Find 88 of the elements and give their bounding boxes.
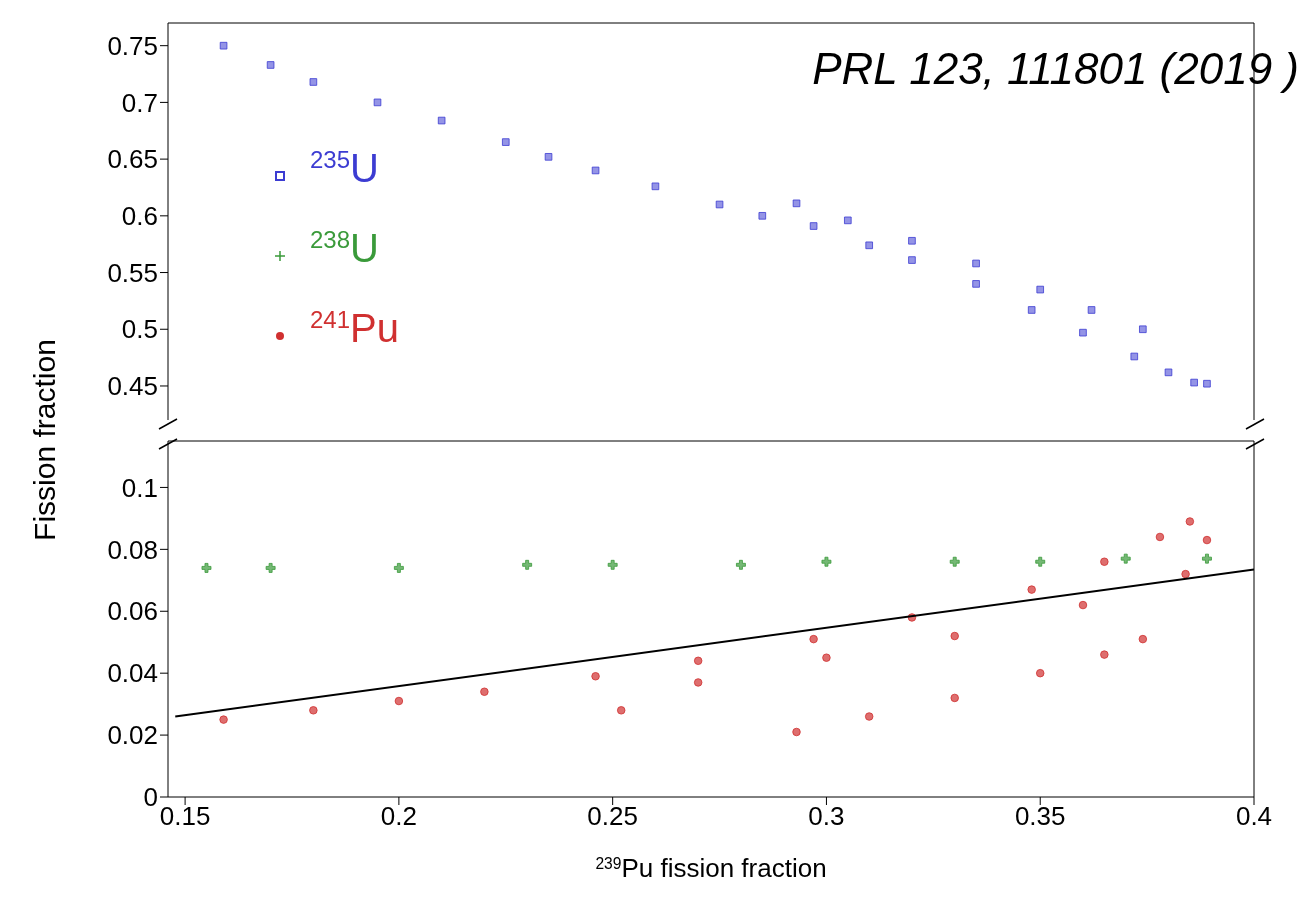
point: [758, 211, 767, 220]
point: [1201, 553, 1212, 564]
point: [1155, 532, 1165, 542]
y-tick-label: 0.04: [107, 658, 158, 689]
point: [607, 559, 618, 570]
y-tick-label: 0.08: [107, 534, 158, 565]
annotation: PRL 123, 111801 (2019 ): [812, 44, 1299, 94]
point: [1087, 306, 1096, 314]
point: [822, 653, 831, 662]
point: [693, 678, 703, 687]
y-tick-label: 0.6: [121, 201, 158, 232]
y-tick-label: 0.55: [107, 257, 158, 288]
point: [972, 280, 980, 288]
point: [864, 712, 874, 721]
point: [522, 559, 533, 570]
x-tick-label: 0.35: [1014, 801, 1066, 832]
point: [1078, 600, 1088, 610]
point: [1190, 378, 1198, 387]
y-tick-label: 0.5: [121, 314, 158, 345]
point: [1027, 306, 1036, 314]
point: [651, 182, 660, 191]
x-tick-label: 0.3: [808, 801, 845, 832]
point: [309, 78, 318, 86]
point: [972, 259, 980, 268]
point: [735, 559, 746, 570]
point: [1100, 650, 1109, 659]
y-tick-label: 0.65: [107, 144, 158, 175]
point: [1120, 553, 1131, 564]
point: [393, 562, 404, 573]
point: [843, 216, 852, 225]
point: [544, 152, 553, 161]
x-tick-label: 0.4: [1235, 801, 1273, 832]
point: [265, 562, 276, 573]
point: [1138, 634, 1148, 644]
point: [908, 236, 916, 245]
x-axis-title: $^{239}$Pu fission fraction: [595, 853, 827, 883]
point: [394, 696, 404, 706]
point: [1181, 569, 1190, 579]
y-tick-label: 0.45: [107, 371, 158, 402]
legend-label: $^{238}$U: [310, 224, 379, 272]
legend-label: $^{241}$Pu: [310, 304, 399, 352]
y-tick-label: 0.75: [107, 30, 158, 61]
y-tick-label: 0.06: [107, 596, 158, 627]
point: [373, 98, 382, 107]
point: [809, 634, 818, 644]
point: [865, 241, 874, 250]
point: [950, 693, 959, 703]
point: [950, 631, 959, 641]
point: [591, 166, 600, 175]
point: [266, 61, 275, 69]
point: [908, 256, 916, 264]
point: [1164, 368, 1173, 377]
point: [501, 138, 510, 146]
point: [809, 222, 818, 230]
point: [309, 706, 318, 715]
point: [591, 671, 600, 681]
y-tick-label: 0.02: [107, 720, 158, 751]
point: [1203, 379, 1211, 388]
point: [792, 199, 801, 208]
point: [1027, 585, 1036, 594]
point: [1079, 328, 1087, 337]
point: [219, 41, 228, 50]
x-tick-label: 0.25: [587, 801, 638, 832]
point: [1185, 517, 1195, 526]
point: [1130, 352, 1139, 361]
y-tick-label: 0.1: [121, 472, 158, 503]
point: [715, 200, 724, 209]
point: [219, 715, 228, 724]
point: [1138, 325, 1147, 334]
x-tick-label: 0.2: [380, 801, 417, 832]
y-tick-label: 0.7: [121, 87, 158, 118]
y-axis-title: Fission fraction: [28, 339, 62, 541]
point: [1202, 535, 1212, 545]
point: [1035, 556, 1046, 567]
y-tick-label: 0: [143, 782, 158, 813]
point: [1036, 285, 1045, 294]
point: [1035, 668, 1045, 678]
point: [437, 116, 446, 125]
legend-label: $^{235}$U: [310, 144, 379, 192]
point: [1100, 557, 1109, 567]
x-tick-label: 0.15: [159, 801, 211, 832]
point: [821, 556, 832, 567]
point: [201, 562, 212, 573]
point: [792, 727, 801, 737]
point: [616, 706, 626, 715]
point: [949, 556, 960, 567]
point: [693, 656, 703, 666]
point: [480, 687, 489, 697]
